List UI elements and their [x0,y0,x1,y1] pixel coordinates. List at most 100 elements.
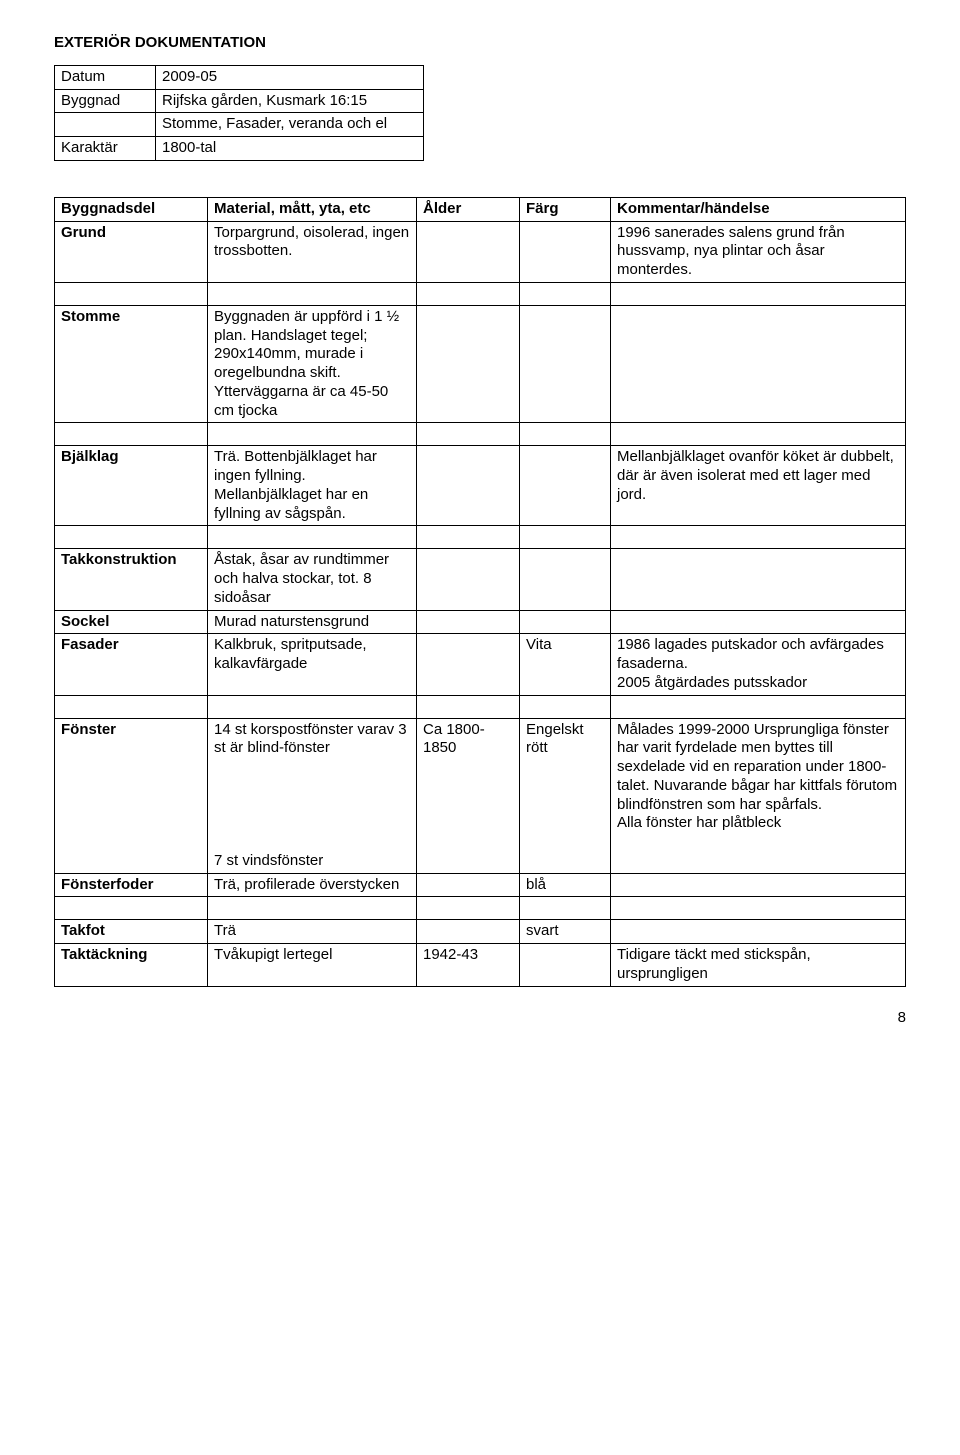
cell-material: Åstak, åsar av rundtimmer och halva stoc… [208,549,417,610]
table-row: Fönster14 st korspostfönster varav 3 st … [55,718,906,873]
cell-color [520,695,611,718]
cell-color [520,610,611,634]
cell-age [417,610,520,634]
cell-material: Murad naturstensgrund [208,610,417,634]
cell-material: Torpargrund, oisolerad, ingen trossbotte… [208,221,417,282]
table-row [55,695,906,718]
table-row: SockelMurad naturstensgrund [55,610,906,634]
cell-material: 14 st korspostfönster varav 3 st är blin… [208,718,417,873]
cell-comment: Tidigare täckt med stickspån, ursprungli… [611,944,906,987]
cell-color [520,282,611,305]
cell-comment: Målades 1999-2000 Ursprungliga fönster h… [611,718,906,873]
info-label: Byggnad [55,89,156,113]
cell-comment [611,423,906,446]
table-row [55,526,906,549]
cell-age: 1942-43 [417,944,520,987]
header-age: Ålder [417,197,520,221]
cell-age [417,920,520,944]
table-row: BjälklagTrä. Bottenbjälklaget har ingen … [55,446,906,526]
cell-comment [611,897,906,920]
cell-comment [611,305,906,423]
cell-color [520,526,611,549]
info-label: Karaktär [55,137,156,161]
info-row: Karaktär1800-tal [55,137,424,161]
cell-comment: 1986 lagades putskador och avfärgades fa… [611,634,906,695]
cell-part: Takfot [55,920,208,944]
cell-age [417,549,520,610]
cell-age [417,897,520,920]
info-value: Rijfska gården, Kusmark 16:15 [156,89,424,113]
info-row: ByggnadRijfska gården, Kusmark 16:15 [55,89,424,113]
cell-age [417,695,520,718]
cell-color: blå [520,873,611,897]
cell-material [208,282,417,305]
cell-age [417,221,520,282]
cell-part [55,282,208,305]
table-row [55,423,906,446]
cell-part [55,526,208,549]
table-row: TakkonstruktionÅstak, åsar av rundtimmer… [55,549,906,610]
cell-age [417,634,520,695]
cell-part: Sockel [55,610,208,634]
cell-color [520,944,611,987]
cell-part: Stomme [55,305,208,423]
info-row: Stomme, Fasader, veranda och el [55,113,424,137]
cell-part: Bjälklag [55,446,208,526]
cell-color [520,423,611,446]
cell-part [55,423,208,446]
page-title: EXTERIÖR DOKUMENTATION [54,34,906,53]
info-table: Datum2009-05ByggnadRijfska gården, Kusma… [54,65,424,161]
table-row [55,897,906,920]
cell-material [208,423,417,446]
info-label: Datum [55,65,156,89]
cell-material [208,695,417,718]
cell-part: Fönsterfoder [55,873,208,897]
table-row: GrundTorpargrund, oisolerad, ingen tross… [55,221,906,282]
cell-material: Trä, profilerade överstycken [208,873,417,897]
cell-color: Engelskt rött [520,718,611,873]
header-part: Byggnadsdel [55,197,208,221]
cell-color: svart [520,920,611,944]
info-label [55,113,156,137]
cell-part: Taktäckning [55,944,208,987]
cell-color [520,446,611,526]
info-value: Stomme, Fasader, veranda och el [156,113,424,137]
info-value: 1800-tal [156,137,424,161]
cell-comment: Mellanbjälklaget ovanför köket är dubbel… [611,446,906,526]
cell-material: Trä. Bottenbjälklaget har ingen fyllning… [208,446,417,526]
page-number: 8 [54,1009,906,1028]
info-row: Datum2009-05 [55,65,424,89]
cell-color: Vita [520,634,611,695]
table-row: StommeByggnaden är uppförd i 1 ½ plan. H… [55,305,906,423]
cell-age: Ca 1800-1850 [417,718,520,873]
cell-color [520,221,611,282]
cell-comment [611,282,906,305]
cell-age [417,873,520,897]
info-value: 2009-05 [156,65,424,89]
cell-age [417,423,520,446]
cell-part: Takkonstruktion [55,549,208,610]
table-row: TakfotTräsvart [55,920,906,944]
cell-part [55,897,208,920]
cell-comment [611,526,906,549]
main-table-header-row: Byggnadsdel Material, mått, yta, etc Åld… [55,197,906,221]
cell-material: Tvåkupigt lertegel [208,944,417,987]
cell-comment [611,695,906,718]
table-row [55,282,906,305]
table-row: FasaderKalkbruk, spritputsade, kalkavfär… [55,634,906,695]
cell-part: Fasader [55,634,208,695]
cell-material: Byggnaden är uppförd i 1 ½ plan. Handsla… [208,305,417,423]
table-row: TaktäckningTvåkupigt lertegel1942-43 Tidi… [55,944,906,987]
cell-comment: 1996 sanerades salens grund från hussvam… [611,221,906,282]
cell-age [417,282,520,305]
cell-material [208,526,417,549]
header-material: Material, mått, yta, etc [208,197,417,221]
cell-color [520,305,611,423]
cell-part [55,695,208,718]
main-table: Byggnadsdel Material, mått, yta, etc Åld… [54,197,906,987]
cell-color [520,549,611,610]
cell-comment [611,610,906,634]
header-comment: Kommentar/händelse [611,197,906,221]
cell-age [417,305,520,423]
cell-comment [611,873,906,897]
